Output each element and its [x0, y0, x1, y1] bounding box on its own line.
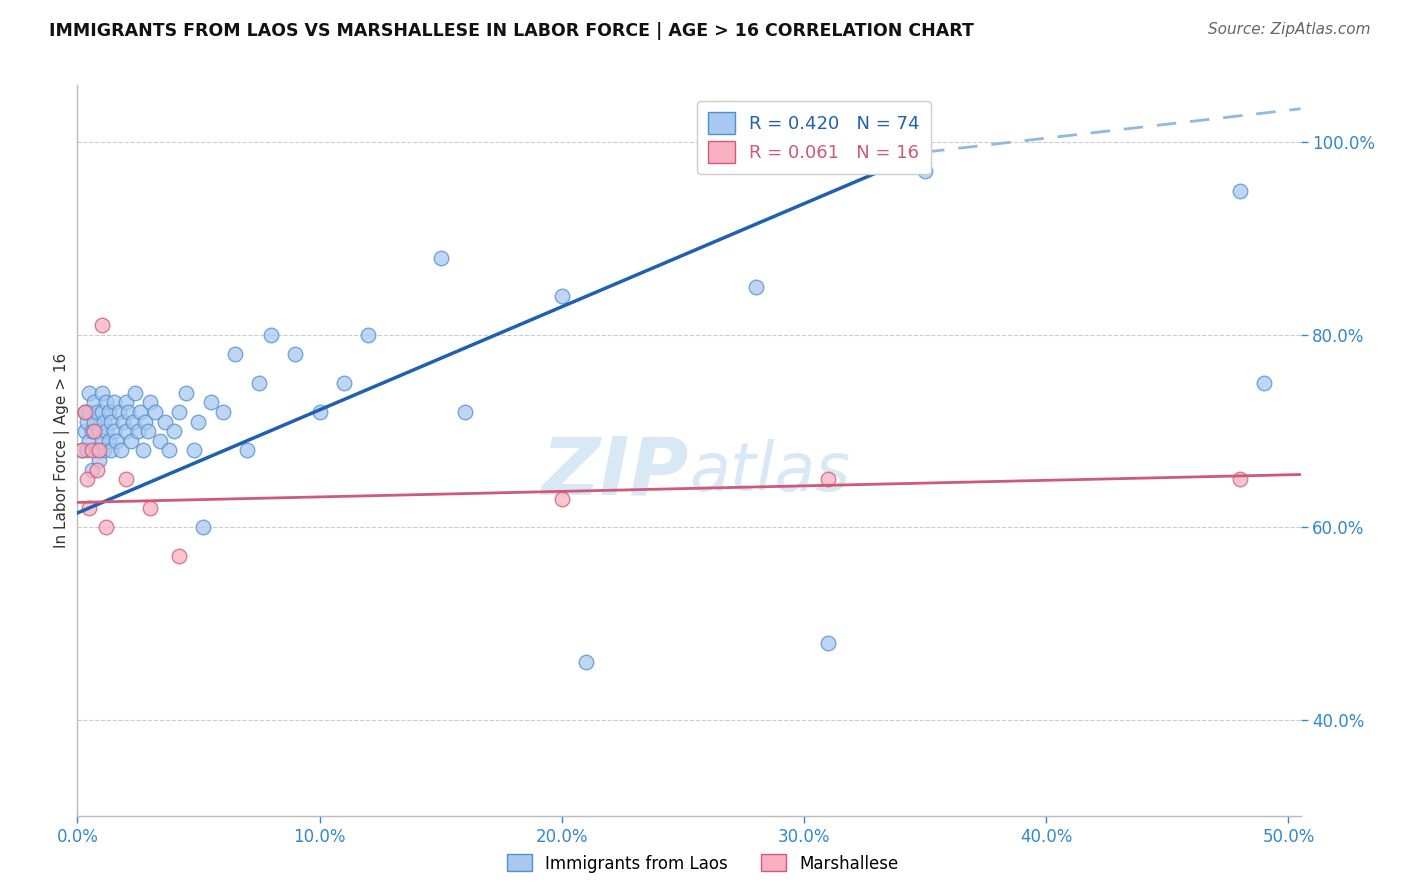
Point — [79, 434, 101, 448]
Point — [93, 415, 115, 429]
Point — [129, 405, 152, 419]
Point — [79, 501, 101, 516]
Point — [127, 424, 149, 438]
Point — [93, 443, 115, 458]
Legend: R = 0.420   N = 74, R = 0.061   N = 16: R = 0.420 N = 74, R = 0.061 N = 16 — [697, 101, 931, 174]
Text: Source: ZipAtlas.com: Source: ZipAtlas.com — [1208, 22, 1371, 37]
Point — [143, 405, 166, 419]
Point — [73, 405, 96, 419]
Point — [70, 443, 93, 458]
Point — [97, 405, 120, 419]
Point — [132, 443, 155, 458]
Point — [70, 443, 93, 458]
Point — [551, 289, 574, 303]
Point — [96, 424, 118, 438]
Point — [575, 655, 598, 669]
Point — [163, 424, 186, 438]
Point — [110, 443, 132, 458]
Point — [260, 328, 283, 343]
Point — [193, 520, 215, 534]
Point — [914, 164, 936, 178]
Point — [90, 318, 112, 333]
Point — [176, 385, 198, 400]
Point — [211, 405, 233, 419]
Point — [112, 415, 135, 429]
Point — [103, 395, 125, 409]
Point — [117, 405, 139, 419]
Point — [124, 385, 146, 400]
Point — [83, 415, 105, 429]
Point — [551, 491, 574, 506]
Point — [187, 415, 209, 429]
Point — [149, 434, 172, 448]
Point — [79, 385, 101, 400]
Text: atlas: atlas — [689, 440, 851, 506]
Point — [80, 424, 103, 438]
Point — [136, 424, 159, 438]
Point — [139, 501, 162, 516]
Point — [1229, 184, 1251, 198]
Point — [454, 405, 477, 419]
Point — [1253, 376, 1275, 390]
Point — [73, 424, 96, 438]
Point — [105, 434, 128, 448]
Point — [96, 520, 118, 534]
Point — [122, 415, 145, 429]
Point — [247, 376, 270, 390]
Point — [114, 395, 136, 409]
Point — [89, 443, 111, 458]
Point — [153, 415, 176, 429]
Point — [167, 405, 190, 419]
Point — [114, 424, 136, 438]
Point — [90, 434, 112, 448]
Point — [96, 395, 118, 409]
Point — [80, 463, 103, 477]
Text: IMMIGRANTS FROM LAOS VS MARSHALLESE IN LABOR FORCE | AGE > 16 CORRELATION CHART: IMMIGRANTS FROM LAOS VS MARSHALLESE IN L… — [49, 22, 974, 40]
Point — [80, 443, 103, 458]
Point — [744, 280, 766, 294]
Point — [76, 415, 98, 429]
Point — [100, 415, 122, 429]
Point — [114, 472, 136, 486]
Point — [86, 443, 108, 458]
Point — [236, 443, 259, 458]
Legend: Immigrants from Laos, Marshallese: Immigrants from Laos, Marshallese — [501, 847, 905, 880]
Point — [90, 385, 112, 400]
Point — [167, 549, 190, 564]
Point — [107, 405, 129, 419]
Point — [79, 405, 101, 419]
Point — [90, 405, 112, 419]
Point — [86, 405, 108, 419]
Point — [284, 347, 307, 361]
Point — [157, 443, 180, 458]
Point — [134, 415, 156, 429]
Point — [200, 395, 222, 409]
Point — [97, 434, 120, 448]
Point — [89, 453, 111, 467]
Point — [224, 347, 246, 361]
Y-axis label: In Labor Force | Age > 16: In Labor Force | Age > 16 — [55, 353, 70, 548]
Point — [429, 251, 451, 265]
Point — [76, 443, 98, 458]
Point — [120, 434, 142, 448]
Point — [73, 405, 96, 419]
Point — [139, 395, 162, 409]
Point — [357, 328, 380, 343]
Text: ZIP: ZIP — [541, 434, 689, 511]
Point — [333, 376, 356, 390]
Point — [100, 443, 122, 458]
Point — [183, 443, 205, 458]
Point — [86, 463, 108, 477]
Point — [103, 424, 125, 438]
Point — [817, 472, 839, 486]
Point — [76, 472, 98, 486]
Point — [83, 424, 105, 438]
Point — [83, 395, 105, 409]
Point — [817, 636, 839, 650]
Point — [1229, 472, 1251, 486]
Point — [89, 424, 111, 438]
Point — [308, 405, 330, 419]
